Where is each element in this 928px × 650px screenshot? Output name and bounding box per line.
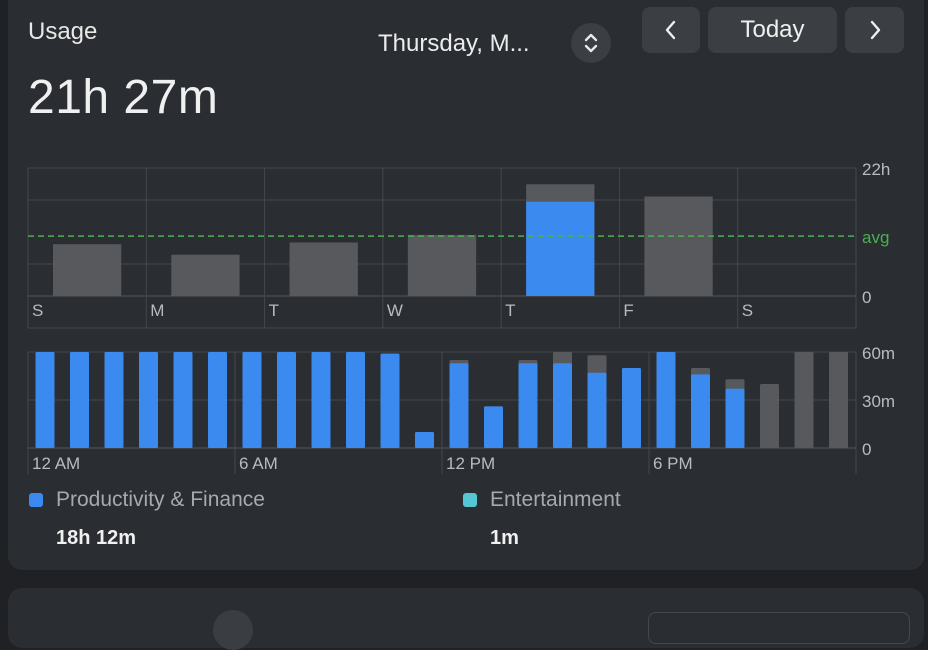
- hourly-bar-productivity-9: [346, 352, 365, 448]
- date-stepper-button[interactable]: [571, 23, 611, 63]
- legend-swatch-entertainment: [463, 493, 477, 507]
- hourly-bar-productivity-11: [415, 432, 434, 448]
- weekly-bar-5: [644, 196, 713, 296]
- hourly-bar-productivity-14: [518, 363, 538, 448]
- weekly-day-label: S: [32, 301, 43, 320]
- hourly-bar-productivity-19: [691, 374, 710, 448]
- usage-total: 21h 27m: [28, 71, 219, 124]
- usage-title: Usage: [28, 18, 98, 45]
- hourly-bar-productivity-12: [449, 363, 469, 448]
- date-label[interactable]: Thursday, M...: [378, 30, 530, 57]
- hourly-bar-productivity-17: [622, 368, 641, 448]
- hourly-bar-productivity-3: [139, 352, 158, 448]
- previous-day-button[interactable]: [642, 7, 700, 53]
- secondary-card-icon: [213, 610, 253, 650]
- hourly-bar-productivity-16: [587, 372, 607, 448]
- weekly-day-label: F: [623, 301, 633, 320]
- hourly-bar-productivity-6: [242, 352, 262, 448]
- hourly-bar-productivity-15: [553, 363, 572, 448]
- hourly-bar-productivity-7: [277, 352, 296, 448]
- weekly-bar-3: [407, 234, 477, 296]
- legend-value-productivity: 18h 12m: [56, 527, 137, 549]
- hourly-y-label: 60m: [862, 344, 895, 363]
- weekly-day-label: T: [505, 301, 515, 320]
- hourly-bar-productivity-0: [35, 352, 55, 448]
- hourly-bar-22: [794, 352, 814, 448]
- hourly-bar-productivity-2: [104, 352, 124, 448]
- hourly-x-label: 12 PM: [446, 454, 495, 473]
- hourly-bar-productivity-4: [173, 352, 193, 448]
- hourly-bar-productivity-5: [208, 352, 227, 448]
- hourly-bar-productivity-8: [311, 352, 331, 448]
- secondary-card-control[interactable]: [648, 612, 910, 644]
- hourly-bar-21: [760, 384, 779, 448]
- hourly-bar-productivity-18: [656, 352, 676, 448]
- legend-label-productivity: Productivity & Finance: [56, 488, 265, 511]
- hourly-bar-productivity-13: [484, 406, 503, 448]
- weekly-bar-0: [53, 244, 122, 296]
- hourly-bar-productivity-10: [380, 353, 400, 448]
- hourly-bar-productivity-1: [70, 352, 89, 448]
- hourly-x-label: 6 AM: [239, 454, 278, 473]
- today-button[interactable]: Today: [708, 7, 837, 53]
- usage-charts: S M T W T F S 22h avg 0 12 AM 6 AM 12 PM 6 PM 60m 30m 0: [27, 160, 895, 474]
- weekly-day-label: S: [742, 301, 753, 320]
- chevron-up-down-icon: [584, 33, 598, 53]
- hourly-x-label: 12 AM: [32, 454, 80, 473]
- weekly-y-label: 0: [862, 288, 871, 307]
- secondary-card: [8, 588, 924, 650]
- next-day-button[interactable]: [845, 7, 904, 53]
- weekly-y-label: 22h: [862, 160, 890, 179]
- chevron-right-icon: [870, 20, 880, 40]
- hourly-bar-productivity-20: [725, 388, 745, 448]
- hourly-y-label: 30m: [862, 392, 895, 411]
- weekly-day-label: T: [269, 301, 279, 320]
- hourly-x-label: 6 PM: [653, 454, 693, 473]
- weekly-bar-2: [289, 242, 358, 296]
- hourly-bar-23: [829, 352, 848, 448]
- weekly-bar-1: [171, 254, 240, 296]
- weekly-y-label: avg: [862, 228, 889, 247]
- hourly-y-label: 0: [862, 440, 871, 459]
- weekly-bar-productivity-4: [526, 201, 595, 296]
- weekly-day-label: W: [387, 301, 403, 320]
- legend-swatch-productivity: [29, 493, 43, 507]
- weekly-day-label: M: [150, 301, 164, 320]
- legend-value-entertainment: 1m: [490, 527, 519, 549]
- legend-label-entertainment: Entertainment: [490, 488, 621, 511]
- chevron-left-icon: [665, 20, 676, 40]
